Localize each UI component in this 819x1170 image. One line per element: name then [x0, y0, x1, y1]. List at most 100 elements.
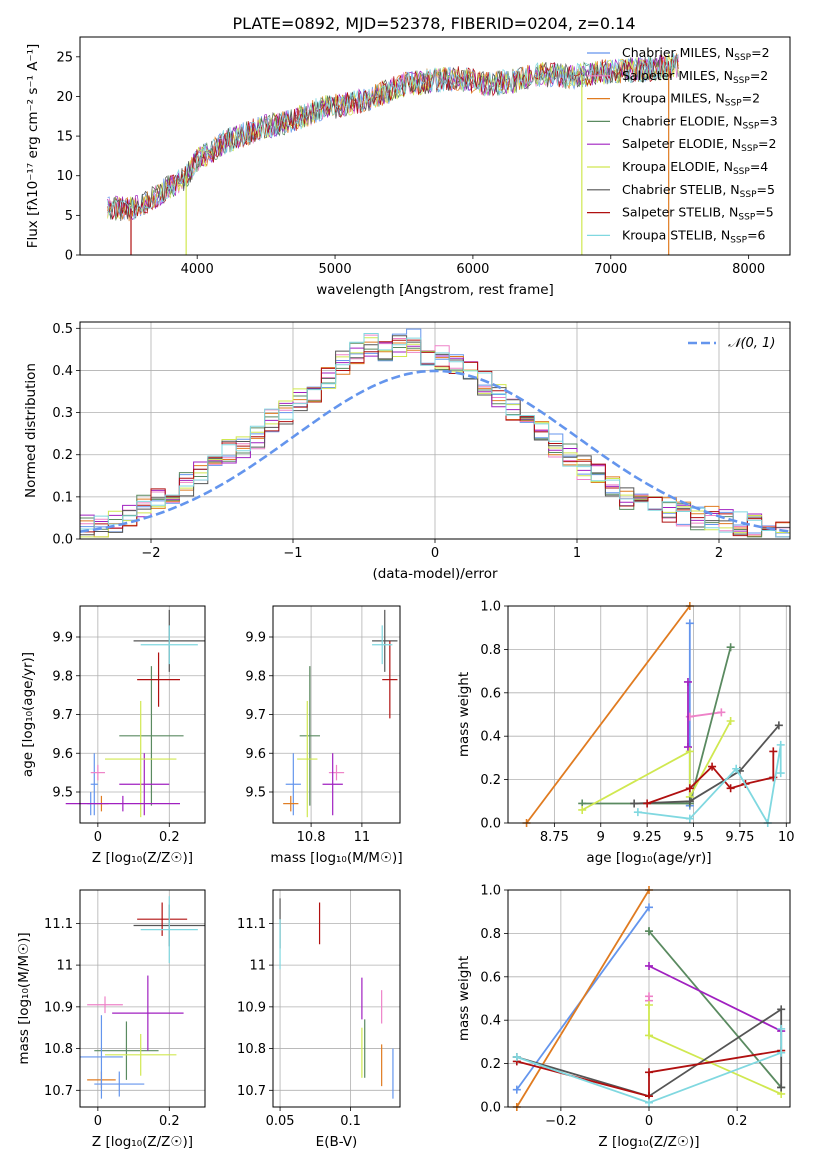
x-tick-label: 10 — [778, 830, 795, 845]
x-tick-label: −0.2 — [545, 1114, 577, 1129]
y-tick-label: 0.0 — [480, 1101, 501, 1116]
x-tick-label: 1 — [573, 546, 581, 561]
series-marker-salpeter_stelib — [726, 784, 735, 793]
series-marker-kroupa_stelib — [685, 814, 694, 823]
y-tick-label: 9.7 — [52, 708, 73, 723]
series-line-kroupa_stelib — [637, 744, 782, 826]
x-tick-label: 0.2 — [159, 830, 180, 845]
series-marker-kroupa_stelib — [732, 764, 741, 773]
axes-frame — [79, 36, 791, 256]
y-tick-label: 0.4 — [52, 364, 73, 379]
series-marker-chabrier_stelib — [777, 1005, 786, 1014]
series-marker-salpeter_stelib — [645, 1068, 653, 1077]
series-marker-salpeter_stelib — [708, 762, 717, 771]
y-tick-label: 0.6 — [480, 970, 501, 985]
series-marker-chabrier_stelib — [777, 1083, 786, 1092]
series-marker-kroupa_stelib — [645, 1098, 653, 1107]
x-tick-label: 0 — [94, 830, 102, 845]
y-tick-label: 5 — [65, 209, 73, 224]
panel-EBV-vs-mass: 0.05 0.1 10.7 10.8 10.9 11 11.1 E(B-V) — [237, 889, 401, 1150]
legend-entry: Salpeter ELODIE, NSSP=2 — [622, 136, 776, 154]
series-marker-kroupa_stelib — [633, 808, 642, 817]
x-tick-label: 0 — [645, 1114, 653, 1129]
series-marker-chabrier_miles — [645, 903, 653, 912]
series-marker-chabrier_elodie — [645, 927, 653, 936]
y-tick-label: 9.6 — [52, 747, 73, 762]
series-marker-salpeter_miles — [717, 708, 726, 717]
panel-Z-vs-mass: 0 0.2 10.7 10.8 10.9 11 11.1 Z [log₁₀(Z/Z☉)] mas… — [16, 889, 206, 1150]
y-tick-label: 9.9 — [245, 631, 266, 646]
series-marker-chabrier_stelib — [685, 797, 694, 806]
y-tick-label: 9.5 — [52, 786, 73, 801]
series-line-kroupa_elodie — [648, 1005, 782, 1095]
legend-entry: Kroupa ELODIE, NSSP=4 — [622, 159, 768, 177]
y-tick-label: 9.5 — [245, 786, 266, 801]
series-marker-salpeter_elodie — [645, 961, 653, 970]
y-tick-label: 0.2 — [52, 448, 73, 463]
x-tick-label: 7000 — [594, 262, 627, 277]
y-tick-label: 10.8 — [44, 1042, 73, 1057]
y-axis-label: mass [log₁₀(M/M☉)] — [16, 932, 32, 1064]
series-marker-kroupa_stelib — [776, 740, 785, 749]
spectrum-line-salpeter_elodie — [107, 54, 679, 221]
legend-entry: Chabrier MILES, NSSP=2 — [622, 45, 770, 63]
series-marker-chabrier_miles — [512, 1085, 521, 1094]
y-tick-label: 9.7 — [245, 708, 266, 723]
legend-entry: Salpeter MILES, NSSP=2 — [622, 68, 768, 86]
y-tick-label: 11 — [249, 959, 266, 974]
y-tick-label: 0 — [65, 249, 73, 264]
x-tick-label: 9.75 — [725, 830, 754, 845]
x-tick-label: 8000 — [732, 262, 765, 277]
y-tick-label: 0.0 — [52, 533, 73, 548]
y-axis-label: mass weight — [456, 956, 472, 1041]
y-tick-label: 15 — [56, 130, 73, 145]
panel-Z-vs-age: 0 0.2 9.5 9.6 9.7 9.8 9.9 Z [log₁₀(Z/Z☉)] age [l… — [20, 605, 206, 866]
series-line-kroupa_miles — [516, 889, 650, 1108]
y-tick-label: 0.8 — [480, 927, 501, 942]
x-tick-label: 0.05 — [266, 1114, 295, 1129]
axes-frame — [272, 889, 401, 1108]
legend-entry: Chabrier ELODIE, NSSP=3 — [622, 113, 778, 131]
y-tick-label: 0.3 — [52, 406, 73, 421]
axes-frame — [507, 889, 791, 1108]
legend-entry: Chabrier STELIB, NSSP=5 — [622, 182, 775, 200]
y-tick-label: 9.8 — [245, 669, 266, 684]
y-tick-label: 0.4 — [480, 730, 501, 745]
y-tick-label: 20 — [56, 90, 73, 105]
x-tick-label: −2 — [141, 546, 160, 561]
series-marker-chabrier_stelib — [774, 721, 783, 730]
y-tick-label: 10.8 — [237, 1042, 266, 1057]
series-marker-salpeter_miles — [685, 712, 694, 721]
panel-mass-vs-age: 10.8 11 9.5 9.6 9.7 9.8 9.9 mass [log₁₀(M/M☉)] — [245, 605, 403, 866]
y-tick-label: 11 — [56, 959, 73, 974]
x-tick-label: 4000 — [181, 262, 214, 277]
series-marker-kroupa_stelib — [512, 1053, 521, 1062]
y-tick-label: 9.9 — [52, 631, 73, 646]
series-line-chabrier_elodie — [582, 646, 732, 805]
series-marker-kroupa_stelib — [777, 1024, 786, 1033]
y-tick-label: 0.5 — [52, 322, 73, 337]
legend-entry: Salpeter STELIB, NSSP=5 — [622, 205, 774, 223]
x-tick-label: 9.25 — [633, 830, 662, 845]
series-marker-kroupa_elodie — [645, 1031, 653, 1040]
x-axis-label: age [log₁₀(age/yr)] — [586, 850, 711, 866]
x-axis-label: Z [log₁₀(Z/Z☉)] — [598, 1134, 699, 1150]
x-tick-label: 0.2 — [727, 1114, 748, 1129]
series-marker-kroupa_stelib — [776, 769, 785, 778]
y-tick-label: 0.6 — [480, 686, 501, 701]
axes-frame — [272, 605, 401, 824]
y-tick-label: 11.1 — [44, 917, 73, 932]
y-tick-label: 0.8 — [480, 643, 501, 658]
series-marker-kroupa_elodie — [645, 1001, 653, 1010]
y-tick-label: 10.9 — [237, 1000, 266, 1015]
y-tick-label: 0.2 — [480, 1057, 501, 1072]
x-axis-label: (data-model)/error — [372, 566, 498, 582]
series-line-kroupa_stelib — [516, 1028, 783, 1104]
spectrum-line-kroupa_elodie — [107, 53, 679, 219]
series-marker-kroupa_stelib — [777, 1048, 786, 1057]
y-tick-label: 1.0 — [480, 600, 501, 615]
y-tick-label: 10.9 — [44, 1000, 73, 1015]
panel-spectrum: 4000 5000 6000 7000 8000 0 5 10 15 20 25 wavelength… — [25, 36, 791, 298]
y-tick-label: 0.0 — [480, 817, 501, 832]
y-tick-label: 9.8 — [52, 669, 73, 684]
